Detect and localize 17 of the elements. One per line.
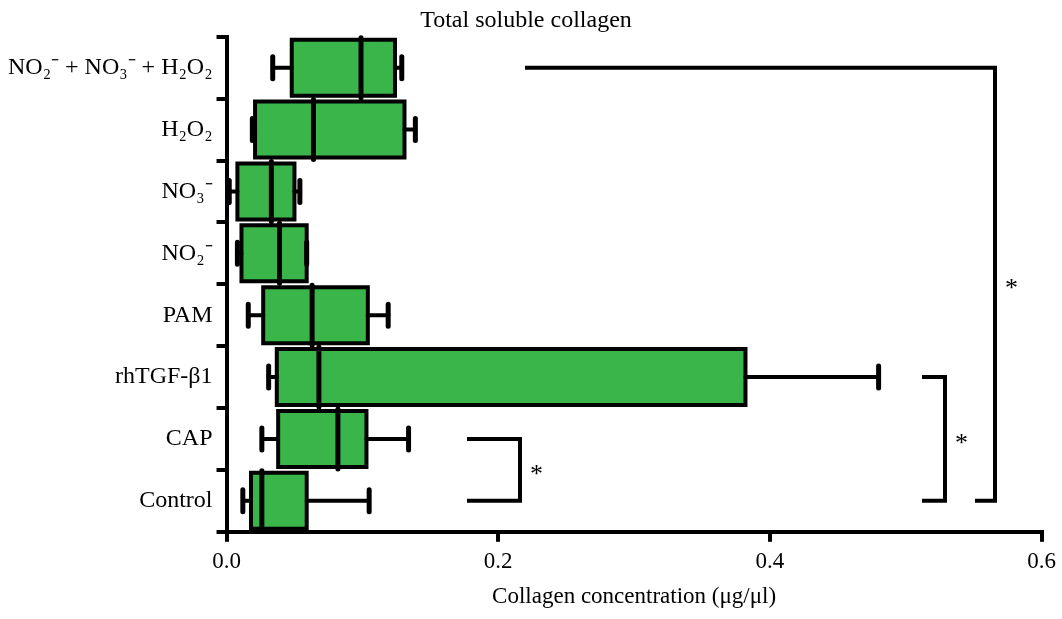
annotation: * [1005,273,1018,303]
x-tick-label: 0.4 [755,547,785,573]
x-tick-label: 0.2 [483,547,513,573]
y-tick-label: NO₂⁻ [161,238,213,265]
y-tick-label: NO₂⁻ + NO₃⁻ + H₂O₂ [8,53,213,80]
y-tick-label: CAP [165,424,213,451]
y-tick-label: NO₃⁻ [161,176,213,203]
x-axis-title: Collagen concentration (μg/μl) [492,583,777,609]
y-tick-label: PAM [162,300,213,327]
chart-title: Total soluble collagen [420,5,632,32]
x-tick-label: 0.6 [1027,547,1056,573]
y-tick-label: Control [139,486,213,513]
annotation: * [955,427,968,457]
y-tick-label: rhTGF-β1 [114,362,213,389]
y-tick-label: H₂O₂ [161,114,213,141]
annotation: * [530,458,543,488]
x-tick-label: 0.0 [212,547,241,573]
